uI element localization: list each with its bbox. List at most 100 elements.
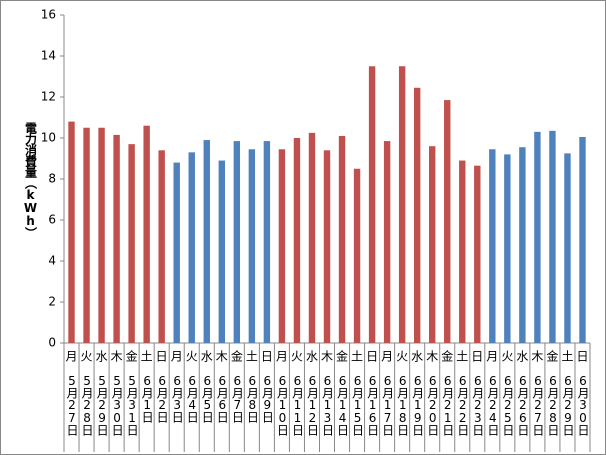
bar [113,134,120,343]
x-date-label: 6月16日 [366,374,380,436]
x-tick-label: 水 [516,350,528,364]
x-tick-label: 木 [111,350,123,364]
x-date-label: 6月29日 [561,374,575,436]
bar [203,140,210,343]
x-tick-label: 金 [231,349,243,364]
x-tick-label: 金 [126,349,138,364]
x-date-label: 6月22日 [456,374,470,436]
y-axis-label: 電力消費量（kWh） [24,122,38,238]
x-date-label: 6月15日 [351,374,365,436]
y-tick-label: 12 [41,90,56,104]
bar [444,100,451,343]
bar [263,141,271,343]
bar [383,141,391,343]
x-tick-label: 月 [486,350,498,364]
bar [429,146,436,343]
x-date-label: 6月10日 [275,374,289,436]
bar [489,149,496,343]
x-date-label: 6月5日 [200,374,214,423]
x-date-label: 5月31日 [125,374,139,436]
bar [353,168,361,343]
bar [534,131,541,343]
bar [413,87,421,344]
x-tick-label: 日 [156,350,168,364]
x-date-label: 5月30日 [110,374,124,436]
y-tick-label: 4 [48,254,56,268]
bar [248,149,256,343]
x-tick-label: 土 [246,350,258,364]
y-tick-label: 10 [41,131,56,145]
x-date-label: 6月6日 [215,374,229,423]
x-tick-label: 金 [336,349,348,364]
x-date-label: 5月29日 [95,374,109,436]
y-tick-label: 14 [41,49,56,63]
bar [564,153,571,343]
bar [173,162,180,343]
x-date-label: 6月4日 [185,374,199,423]
bar [323,150,331,343]
x-tick-label: 水 [411,350,423,364]
x-date-label: 6月21日 [441,374,455,436]
bar [128,144,135,343]
y-tick-label: 2 [48,295,56,309]
bar [549,130,556,343]
x-date-label: 6月17日 [381,374,395,436]
x-date-label: 6月25日 [501,374,515,436]
x-tick-label: 水 [306,350,318,364]
x-tick-label: 土 [456,350,468,364]
x-date-label: 6月2日 [155,374,169,423]
x-tick-label: 日 [576,350,588,364]
x-tick-label: 月 [276,350,288,364]
bar [308,132,316,343]
bar [504,154,511,343]
bar [459,160,466,343]
x-tick-label: 土 [351,350,363,364]
x-tick-label: 火 [501,350,513,364]
x-date-label: 6月1日 [140,374,154,423]
x-date-label: 6月9日 [260,374,274,423]
bar [98,127,105,343]
x-tick-label: 火 [81,350,93,364]
x-date-label: 6月3日 [170,374,184,423]
y-tick-label: 6 [48,213,56,227]
x-tick-label: 木 [216,350,228,364]
bar [293,138,301,343]
x-date-label: 6月13日 [321,374,335,436]
bar [83,127,90,343]
x-date-label: 6月26日 [516,374,530,436]
bar [278,149,286,343]
x-tick-label: 土 [561,350,573,364]
x-tick-label: 日 [366,350,378,364]
x-date-label: 6月30日 [576,374,590,436]
bar [143,125,150,343]
bar [338,135,346,343]
x-date-label: 6月23日 [471,374,485,436]
x-tick-label: 土 [141,350,153,364]
bar [188,152,195,343]
x-date-label: 6月7日 [230,374,244,423]
x-tick-label: 日 [261,350,273,364]
x-date-label: 6月28日 [546,374,560,436]
x-tick-label: 月 [171,350,183,364]
x-tick-label: 木 [426,350,438,364]
y-tick-label: 8 [48,172,56,186]
x-date-label: 5月27日 [65,374,79,436]
x-tick-label: 金 [546,349,558,364]
x-date-label: 6月14日 [336,374,350,436]
bar [519,147,526,343]
y-tick-label: 0 [48,336,56,350]
x-tick-label: 木 [531,350,543,364]
x-date-label: 6月27日 [531,374,545,436]
x-tick-label: 月 [66,350,78,364]
x-tick-label: 日 [471,350,483,364]
x-date-label: 6月12日 [305,374,319,436]
x-date-label: 6月18日 [396,374,410,436]
x-tick-label: 水 [201,350,213,364]
x-tick-label: 火 [186,350,198,364]
x-date-label: 5月28日 [80,374,94,436]
x-date-label: 6月19日 [411,374,425,436]
y-tick-label: 16 [41,8,56,22]
x-date-label: 6月20日 [426,374,440,436]
x-date-label: 6月11日 [290,374,304,436]
